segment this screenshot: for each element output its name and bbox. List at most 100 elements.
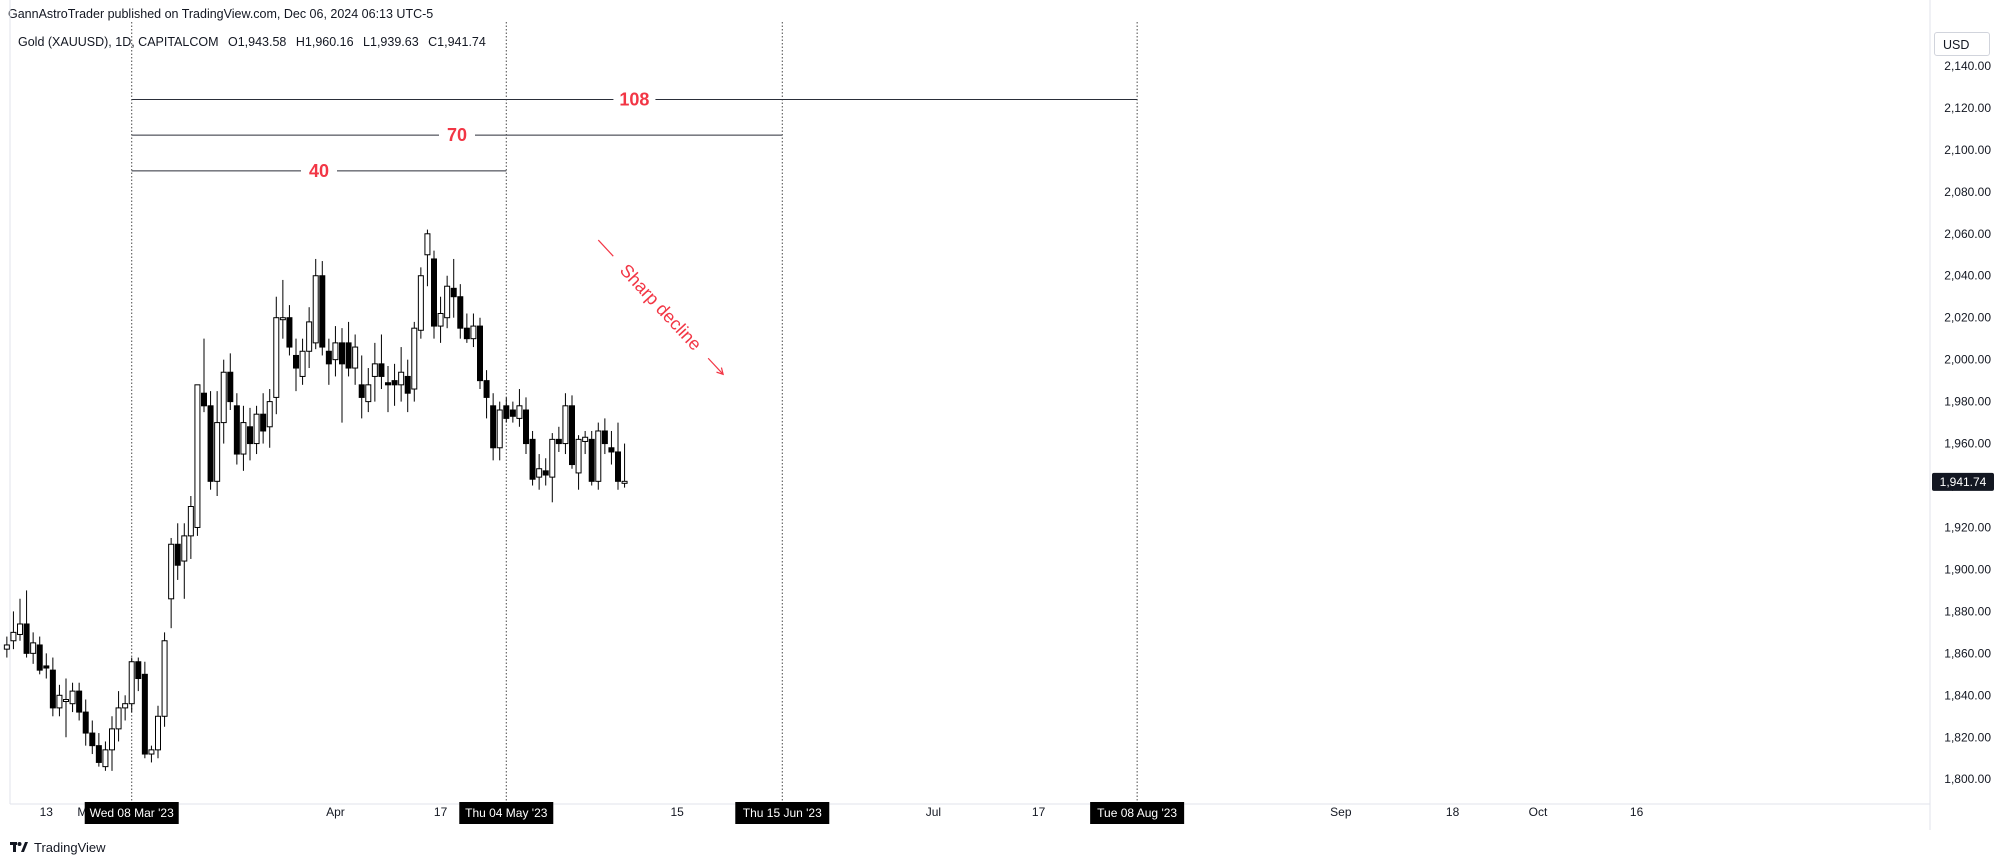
candle-body [122,703,129,709]
time-tick-label: 13 [40,805,54,819]
candle-body [253,413,260,445]
price-tick-label: 1,820.00 [1944,730,1991,744]
time-tick-label: Jul [926,805,941,819]
currency-button[interactable]: USD [1934,32,1990,56]
ohlc-low: L1,939.63 [363,35,419,49]
ohlc-high: H1,960.16 [295,35,354,49]
candle-body [588,438,595,482]
candle-body [260,413,267,432]
candle-body [398,371,405,386]
day-span-label: 40 [309,161,329,181]
candle-body [621,480,628,484]
day-span-label: 108 [619,90,649,110]
candle-body [569,405,575,466]
candle-body [450,287,457,298]
candle-body [207,405,214,482]
candle-body [115,707,122,730]
candle-body [194,384,201,528]
candle-body [82,711,89,734]
date-badge-label: Tue 08 Aug '23 [1097,806,1177,820]
candle-body [404,375,411,394]
price-tick-label: 1,800.00 [1944,772,1991,786]
time-tick-label: Sep [1330,805,1352,819]
candle-body [345,342,352,369]
date-badge [735,802,830,824]
candle-body [279,317,286,321]
candle-body [161,640,168,717]
candle-body [312,275,319,344]
candle-body [411,327,418,390]
candle-body [536,468,543,478]
candle-body [49,669,56,709]
date-badge-label: Thu 15 Jun '23 [743,806,822,820]
candle-body [483,380,490,398]
candle-body [529,438,536,480]
candle-body [89,732,96,747]
candle-body [109,728,115,751]
annotation-line [707,357,724,375]
candle-body [385,382,391,386]
ohlc-open: O1,943.58 [228,35,287,49]
tradingview-logo-icon [10,842,28,852]
candle-body [168,543,175,600]
candle-body [128,661,135,705]
candle-body [187,506,194,537]
symbol-legend: Gold (XAUUSD), 1D, CAPITALCOM O1,943.58 … [18,35,486,49]
candle-body [424,233,431,256]
candle-body [523,409,529,445]
candle-body [266,401,273,428]
candle-body [56,694,63,709]
candle-body [325,350,332,365]
price-tick-label: 1,920.00 [1944,520,1991,534]
price-tick-label: 2,100.00 [1944,143,1991,157]
time-tick-label: 17 [1032,805,1046,819]
candle-body [615,451,621,482]
candle-body [17,623,23,635]
candle-body [76,690,83,713]
candle-body [595,430,602,482]
price-tick-label: 2,040.00 [1944,269,1991,283]
candle-body [63,699,69,702]
candle-body [477,325,483,382]
price-tick-label: 2,080.00 [1944,185,1991,199]
candle-body [214,422,221,482]
price-tick-label: 2,020.00 [1944,311,1991,325]
candle-body [299,350,306,377]
tradingview-brand[interactable]: TradingView [10,840,106,855]
candle-body [135,661,142,680]
price-tick-label: 2,140.00 [1944,59,1991,73]
candle-body [490,405,497,449]
candle-body [273,317,280,398]
candle-body [352,346,359,369]
candle-body [601,430,608,445]
annotation-line [597,239,614,257]
price-tick-label: 1,860.00 [1944,646,1991,660]
time-tick-label: Apr [326,805,345,819]
date-badge [459,802,554,824]
annotation-arrowhead [716,367,724,376]
price-tick-label: 2,000.00 [1944,353,1991,367]
time-tick-label: 18 [1446,805,1460,819]
price-chart[interactable]: 40 70 108 Sharp decline 1,800.00 1,820.00 1,84… [0,0,2008,830]
candle-body [233,405,240,455]
candle-body [148,749,155,755]
candle-body [181,535,188,562]
candle-body [201,392,207,407]
candle-body [306,321,313,352]
candle-body [332,342,339,361]
last-price-badge [1932,472,1994,491]
ohlc-close: C1,941.74 [428,35,486,49]
candle-body [69,690,76,705]
candle-body [516,405,523,419]
time-tick-label: 17 [434,805,448,819]
time-tick-label: 16 [1630,805,1644,819]
time-tick-label: Oct [1529,805,1548,819]
candle-body [286,317,293,348]
price-tick-label: 2,120.00 [1944,101,1991,115]
candle-body [358,384,365,398]
symbol-name: Gold (XAUUSD), 1D, CAPITALCOM [18,35,219,49]
candle-body [509,409,516,417]
candle-body [555,438,562,445]
candle-body [339,342,345,365]
publish-line: GannAstroTrader published on TradingView… [8,7,434,21]
